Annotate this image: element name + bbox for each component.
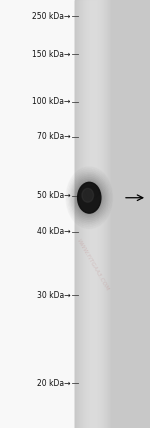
Bar bbox=[107, 0, 108, 428]
Bar bbox=[94, 0, 95, 428]
Ellipse shape bbox=[76, 181, 102, 215]
Ellipse shape bbox=[75, 179, 104, 217]
Bar bbox=[95, 0, 96, 428]
Text: WWW.FITGAA3.COM: WWW.FITGAA3.COM bbox=[75, 238, 109, 292]
Bar bbox=[82, 0, 83, 428]
Bar bbox=[96, 0, 97, 428]
Bar bbox=[78, 0, 79, 428]
Text: 70 kDa→: 70 kDa→ bbox=[37, 132, 70, 142]
Bar bbox=[104, 0, 105, 428]
Bar bbox=[84, 0, 85, 428]
Bar bbox=[109, 0, 110, 428]
Bar bbox=[102, 0, 103, 428]
Text: 250 kDa→: 250 kDa→ bbox=[32, 12, 70, 21]
Bar bbox=[76, 0, 77, 428]
Bar bbox=[108, 0, 109, 428]
Text: 100 kDa→: 100 kDa→ bbox=[32, 97, 70, 107]
Bar bbox=[97, 0, 98, 428]
Ellipse shape bbox=[85, 186, 99, 198]
Bar bbox=[100, 0, 101, 428]
Ellipse shape bbox=[78, 182, 101, 213]
Bar bbox=[98, 0, 99, 428]
Bar bbox=[0, 0, 75, 428]
Bar bbox=[103, 0, 104, 428]
Text: 20 kDa→: 20 kDa→ bbox=[37, 378, 70, 388]
Bar bbox=[75, 0, 76, 428]
Bar bbox=[111, 0, 112, 428]
Bar bbox=[80, 0, 81, 428]
Ellipse shape bbox=[78, 182, 101, 213]
Text: 40 kDa→: 40 kDa→ bbox=[37, 227, 70, 237]
Bar bbox=[105, 0, 106, 428]
Bar bbox=[91, 0, 92, 428]
Text: 50 kDa→: 50 kDa→ bbox=[37, 191, 70, 200]
Bar bbox=[88, 0, 89, 428]
Bar bbox=[90, 0, 91, 428]
Bar bbox=[79, 0, 80, 428]
Bar bbox=[86, 0, 87, 428]
Bar bbox=[110, 0, 111, 428]
Text: 150 kDa→: 150 kDa→ bbox=[32, 50, 70, 59]
Bar bbox=[75, 0, 150, 428]
Bar bbox=[99, 0, 100, 428]
Bar bbox=[93, 0, 94, 428]
Bar bbox=[82, 0, 83, 428]
Bar bbox=[106, 0, 107, 428]
Bar bbox=[77, 0, 78, 428]
Bar bbox=[81, 0, 82, 428]
Bar bbox=[87, 0, 88, 428]
Text: 30 kDa→: 30 kDa→ bbox=[37, 291, 70, 300]
Bar bbox=[85, 0, 86, 428]
Bar bbox=[101, 0, 102, 428]
Bar bbox=[89, 0, 90, 428]
Bar bbox=[92, 0, 93, 428]
Ellipse shape bbox=[82, 188, 94, 202]
Bar bbox=[83, 0, 84, 428]
